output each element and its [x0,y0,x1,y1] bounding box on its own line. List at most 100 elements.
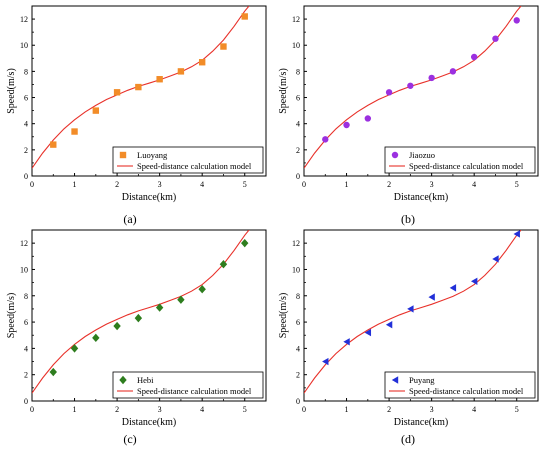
legend-box [112,371,264,399]
y-axis-title: Speed(m/s) [278,68,289,114]
x-tick-label: 1 [345,405,349,414]
data-point-triangle [449,284,457,292]
data-point-square [113,89,121,96]
x-tick-label: 2 [387,405,391,414]
model-curve [32,230,250,394]
x-axis-title: Distance(km) [394,417,448,428]
data-point-square [198,59,206,66]
x-tick-label: 0 [302,180,306,189]
y-tick-label: 10 [20,41,28,50]
data-point-circle [385,89,393,96]
y-tick-label: 6 [296,94,300,103]
y-tick-label: 10 [292,41,300,50]
y-tick-label: 12 [20,15,28,24]
x-tick-label: 5 [515,405,519,414]
data-point-triangle [322,357,329,366]
y-tick-label: 0 [296,397,300,406]
data-point-circle [391,151,399,159]
chart-panel-3: 0 1 2 3 4 5024681012Distance(km)Speed(m/s)Heb… [6,229,267,446]
x-tick-label: 5 [515,180,519,189]
y-tick-label: 8 [296,292,300,301]
x-tick-label: 2 [115,180,119,189]
x-tick-label: 4 [200,180,204,189]
data-point-diamond [70,344,79,353]
data-point-circle [343,121,350,129]
data-point-diamond [198,284,206,294]
data-point-diamond [177,295,185,304]
x-tick-label: 5 [243,180,247,189]
y-tick-label: 12 [20,239,28,248]
data-point-square [71,128,78,135]
data-point-triangle [364,328,372,337]
data-point-circle [364,115,372,122]
data-point-diamond [119,375,127,385]
data-point-diamond [113,321,121,331]
x-tick-label: 0 [302,405,306,414]
x-tick-label: 4 [472,405,476,414]
y-tick-label: 2 [24,371,28,380]
x-tick-label: 5 [243,405,247,414]
data-point-square [50,141,57,148]
y-tick-label: 8 [24,292,28,301]
legend-label-model: Speed-distance calculation model [409,386,524,396]
x-axis-title: Distance(km) [122,192,176,203]
panel-label: (c) [123,432,136,446]
x-tick-label: 1 [73,180,77,189]
data-point-triangle [385,321,393,329]
data-point-diamond [219,260,228,269]
data-point-circle [492,35,499,42]
legend-label-model: Speed-distance calculation model [137,161,252,171]
legend-label-data: Luoyang [137,150,168,160]
data-point-circle [322,136,329,143]
legend-box [384,146,536,174]
x-tick-label: 4 [200,405,204,414]
data-point-square [241,13,248,20]
y-tick-label: 12 [292,239,300,248]
x-tick-label: 0 [30,405,34,414]
x-axis-title: Distance(km) [122,417,176,428]
y-axis-title: Speed(m/s) [6,68,17,114]
plot-frame [31,229,267,402]
legend-box [112,146,264,174]
data-point-diamond [92,333,100,343]
y-tick-label: 10 [20,265,28,274]
panel-label: (a) [123,212,136,226]
data-point-triangle [343,338,350,346]
legend-box [384,371,536,399]
x-tick-label: 3 [158,180,162,189]
y-tick-label: 2 [296,371,300,380]
y-tick-label: 0 [296,172,300,181]
x-tick-label: 1 [73,405,77,414]
y-axis-title: Speed(m/s) [6,293,17,339]
data-point-square [156,76,163,83]
y-tick-label: 0 [24,397,28,406]
x-tick-label: 4 [472,180,476,189]
x-tick-label: 0 [30,180,34,189]
chart-panel-2: 0 1 2 3 4 5024681012Distance(km)Speed(m/s)Jia… [278,5,539,226]
y-tick-label: 4 [24,344,28,353]
y-tick-label: 6 [24,94,28,103]
data-point-square [119,151,127,159]
x-tick-label: 3 [430,180,434,189]
x-tick-label: 3 [430,405,434,414]
plot-frame [303,229,539,402]
y-tick-label: 10 [292,265,300,274]
data-point-circle [449,68,457,75]
y-tick-label: 4 [24,120,28,129]
data-point-triangle [407,305,414,313]
legend-label-data: Hebi [137,375,154,385]
y-tick-label: 8 [296,67,300,76]
data-point-diamond [134,313,143,323]
plot-frame [303,5,539,177]
legend-label-data: Puyang [409,375,435,385]
data-point-triangle [428,293,435,301]
data-point-square [135,83,142,91]
data-point-circle [428,74,435,82]
legend-label-data: Jiaozuo [409,150,435,160]
data-point-square [220,43,227,50]
data-point-square [92,107,100,114]
